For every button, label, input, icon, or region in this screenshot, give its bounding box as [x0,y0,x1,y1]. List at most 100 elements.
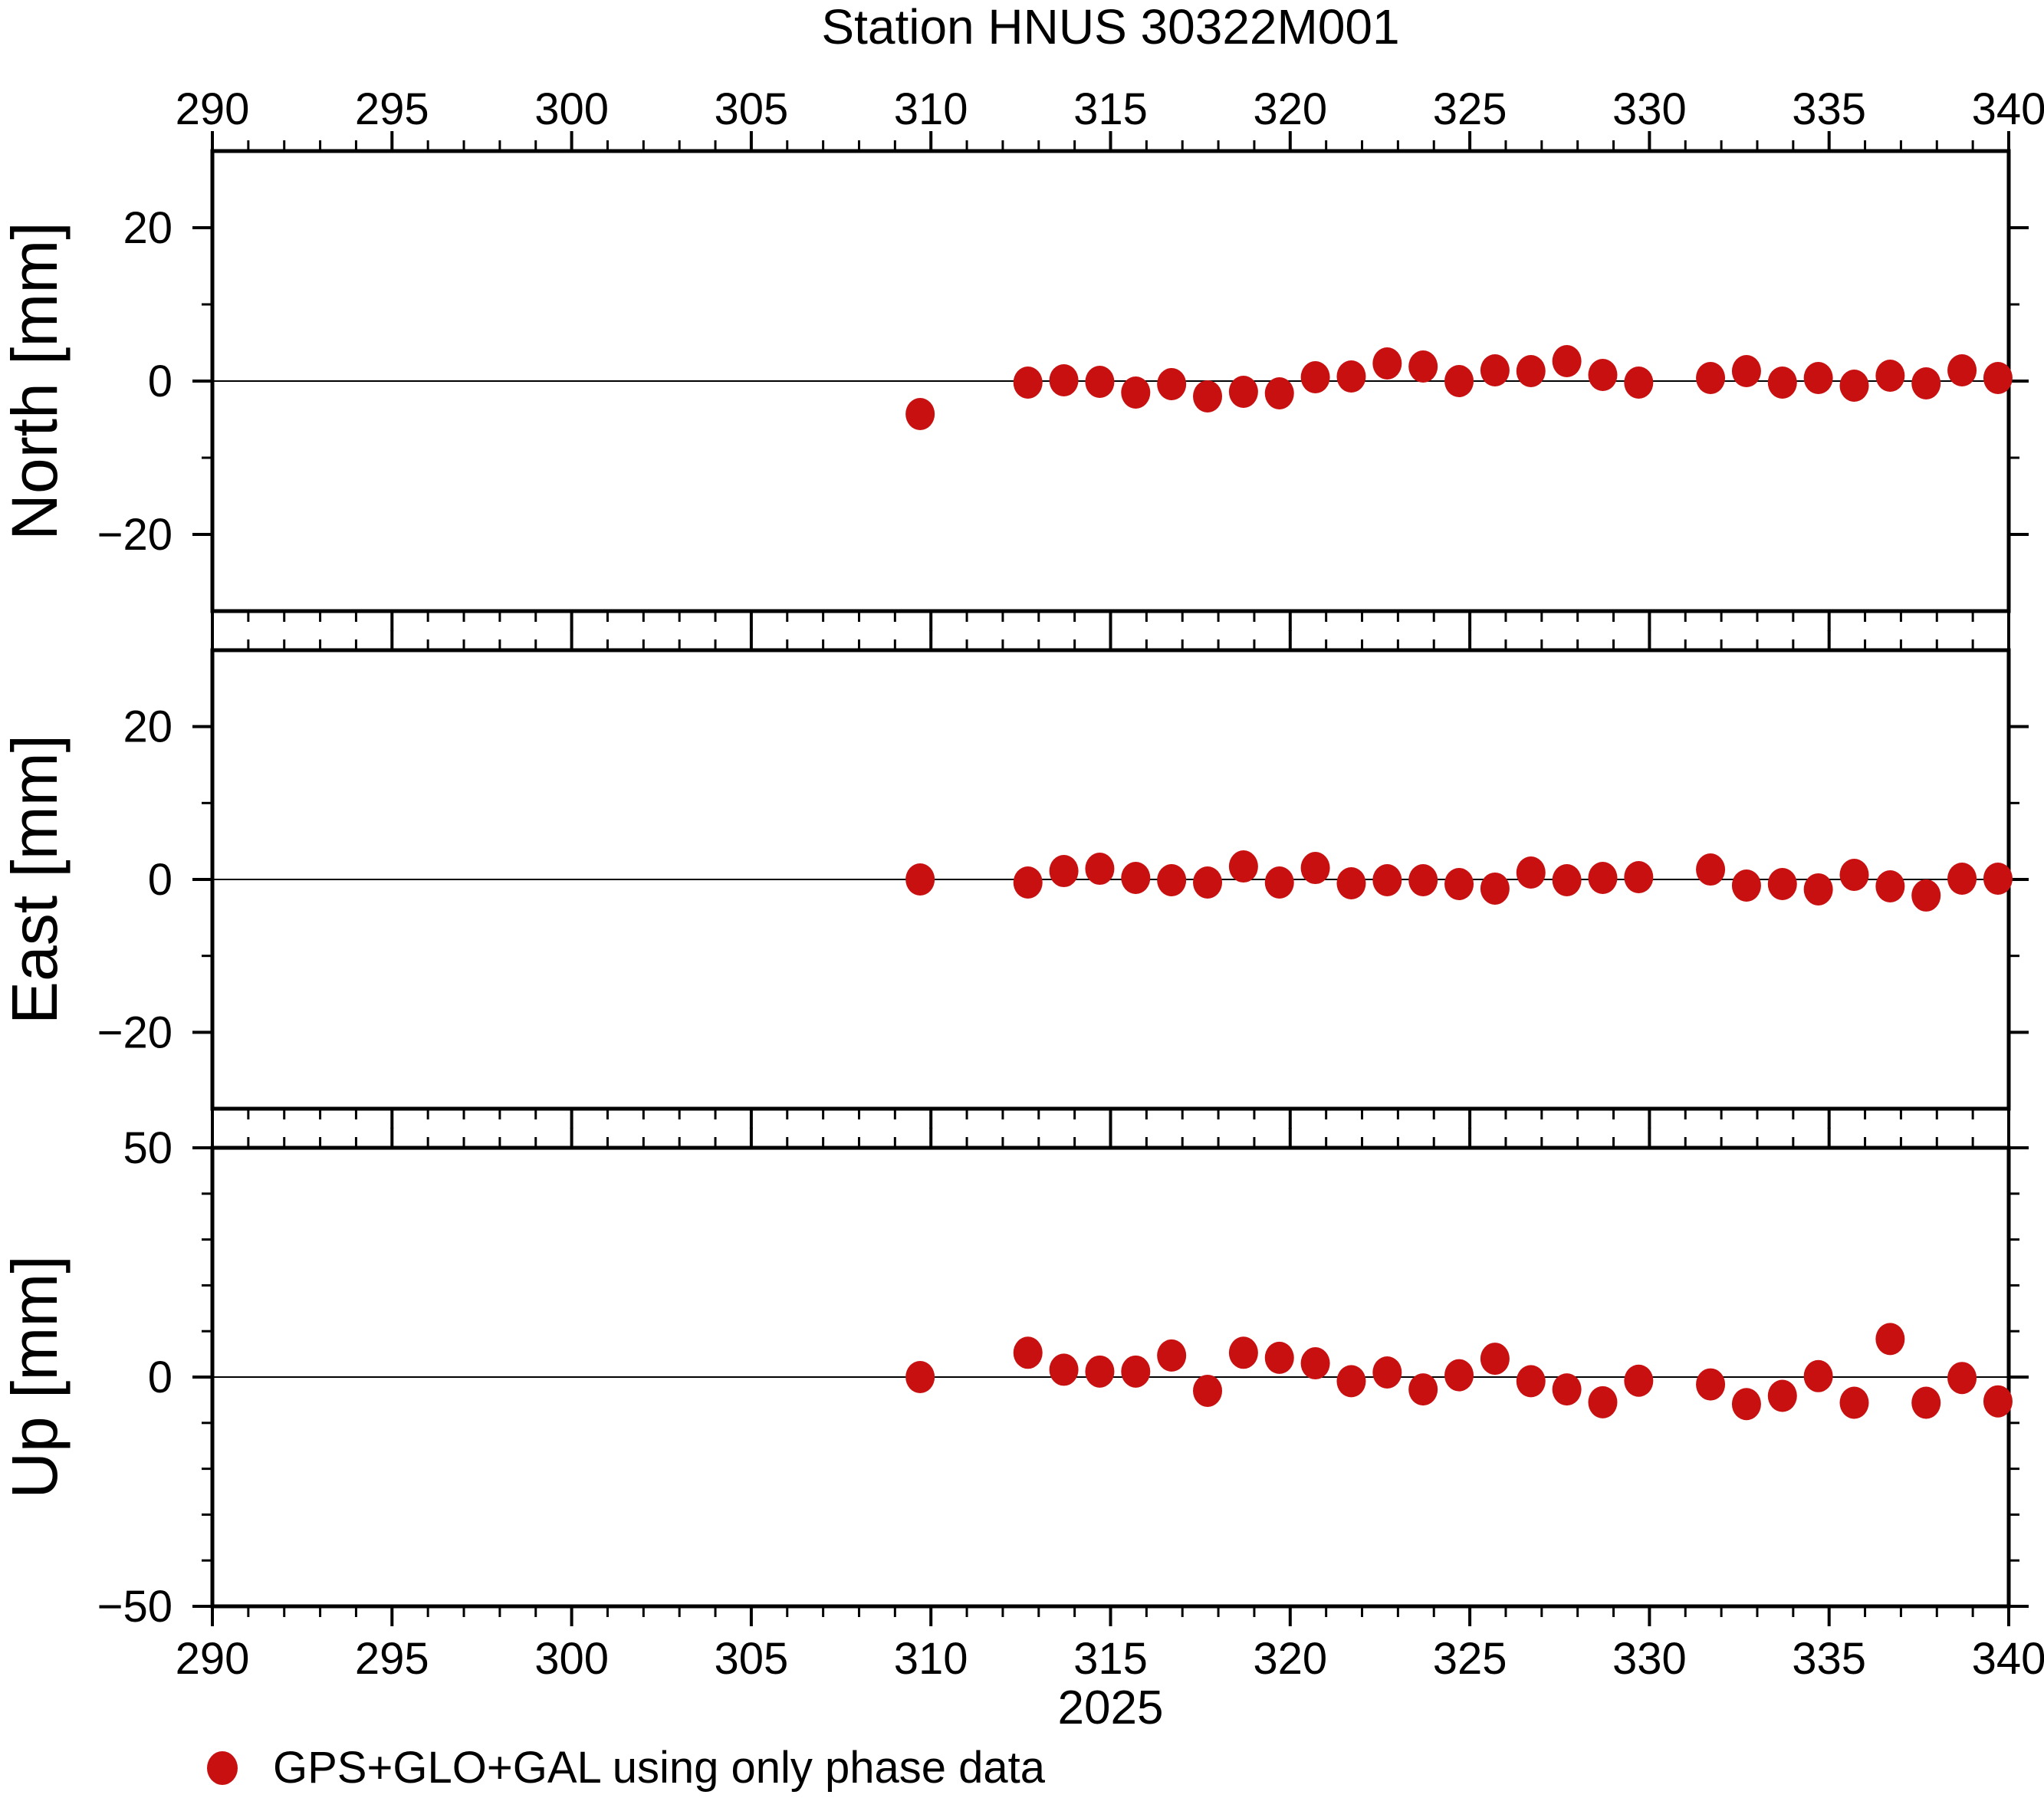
data-point-north [1157,368,1187,400]
data-point-up [1300,1347,1330,1380]
data-point-east [1947,863,1977,896]
data-point-north [1085,366,1115,398]
data-point-up [1911,1386,1941,1419]
data-point-north [1803,362,1833,394]
y-tick-label: −20 [97,1007,173,1057]
data-point-east [1193,866,1223,899]
y-tick-label: 50 [123,1123,173,1173]
y-tick-label: −20 [97,510,173,560]
data-point-up [1516,1365,1546,1398]
x-tick-label-top: 305 [715,84,789,134]
data-point-north [1121,376,1151,409]
data-point-up [1013,1336,1043,1369]
y-axis-label-north: North [mm] [0,222,71,541]
data-point-east [1803,873,1833,906]
y-axis-label-up: Up [mm] [0,1255,71,1499]
data-point-north [1193,380,1223,413]
x-tick-label-bottom: 335 [1792,1634,1866,1684]
data-point-east [1480,872,1510,905]
data-point-up [1264,1341,1294,1374]
y-tick-label: 20 [123,203,173,253]
x-tick-label-top: 320 [1253,84,1327,134]
data-point-up [1767,1379,1797,1412]
data-point-north [1480,354,1510,386]
panel-frame [210,1146,2011,1609]
data-point-up [1875,1323,1905,1356]
data-point-up [1803,1359,1833,1392]
data-point-east [1372,863,1402,896]
x-tick-label-bottom: 320 [1253,1634,1327,1684]
data-point-north [1552,345,1582,377]
x-tick-label-top: 335 [1792,84,1866,134]
data-point-east [905,863,935,896]
x-tick-label-bottom: 315 [1073,1634,1148,1684]
data-point-north [1624,367,1654,399]
data-point-east [1121,862,1151,895]
data-point-up [1624,1364,1654,1397]
data-point-north [1372,347,1402,380]
x-tick-label-bottom: 295 [355,1634,429,1684]
data-point-up [905,1361,935,1393]
data-point-north [1264,377,1294,409]
data-point-east [1552,863,1582,896]
data-point-east [1085,853,1115,886]
data-point-north [1300,361,1330,393]
data-point-north [1013,367,1043,399]
y-tick-label: 0 [148,357,173,406]
x-axis-year-label: 2025 [1057,1681,1164,1734]
data-point-north [1875,360,1905,392]
data-point-up [1552,1373,1582,1406]
data-point-north [1049,364,1079,396]
data-point-east [1228,850,1258,883]
data-point-north [1408,350,1438,383]
data-point-east [1336,866,1366,899]
data-point-up [1085,1355,1115,1388]
x-tick-label-bottom: 310 [894,1634,968,1684]
data-point-up [1696,1368,1726,1401]
data-point-north [1336,360,1366,393]
legend-marker-red-dot-icon [207,1750,238,1785]
data-point-up [1372,1356,1402,1389]
x-tick-label-top: 330 [1612,84,1687,134]
data-point-up [1049,1353,1079,1386]
data-point-east [1731,869,1761,902]
data-point-north [1444,365,1474,397]
data-point-up [1444,1359,1474,1392]
data-point-east [1300,852,1330,885]
data-point-up [1947,1362,1977,1395]
data-point-north [1696,362,1726,394]
data-point-east [1588,862,1618,895]
page-title: Station HNUS 30322M001 [821,0,1400,54]
x-tick-label-bottom: 330 [1612,1634,1687,1684]
data-point-up [1983,1385,2013,1418]
legend: GPS+GLO+GAL using only phase data [207,1742,1045,1793]
x-tick-label-bottom: 300 [534,1634,609,1684]
data-point-up [1193,1374,1223,1407]
x-tick-label-top: 310 [894,84,968,134]
y-tick-label: 0 [148,855,173,905]
x-tick-label-top: 315 [1073,84,1148,134]
x-tick-label-top: 295 [355,84,429,134]
data-point-up [1839,1386,1869,1419]
data-point-north [905,398,935,430]
legend-label: GPS+GLO+GAL using only phase data [273,1743,1046,1793]
data-point-east [1157,863,1187,896]
data-point-north [1839,370,1869,402]
data-point-east [1839,859,1869,892]
x-tick-label-top: 300 [534,84,609,134]
data-point-east [1516,856,1546,889]
data-point-north [1911,367,1941,399]
data-point-east [1983,863,2013,896]
data-point-north [1228,376,1258,408]
data-point-up [1228,1336,1258,1369]
data-point-east [1049,855,1079,888]
x-tick-label-top: 325 [1433,84,1507,134]
data-point-east [1264,866,1294,899]
y-axis-label-east: East [mm] [0,734,71,1025]
data-point-up [1336,1365,1366,1398]
data-point-north [1588,359,1618,391]
data-point-up [1731,1388,1761,1421]
data-point-east [1767,867,1797,900]
